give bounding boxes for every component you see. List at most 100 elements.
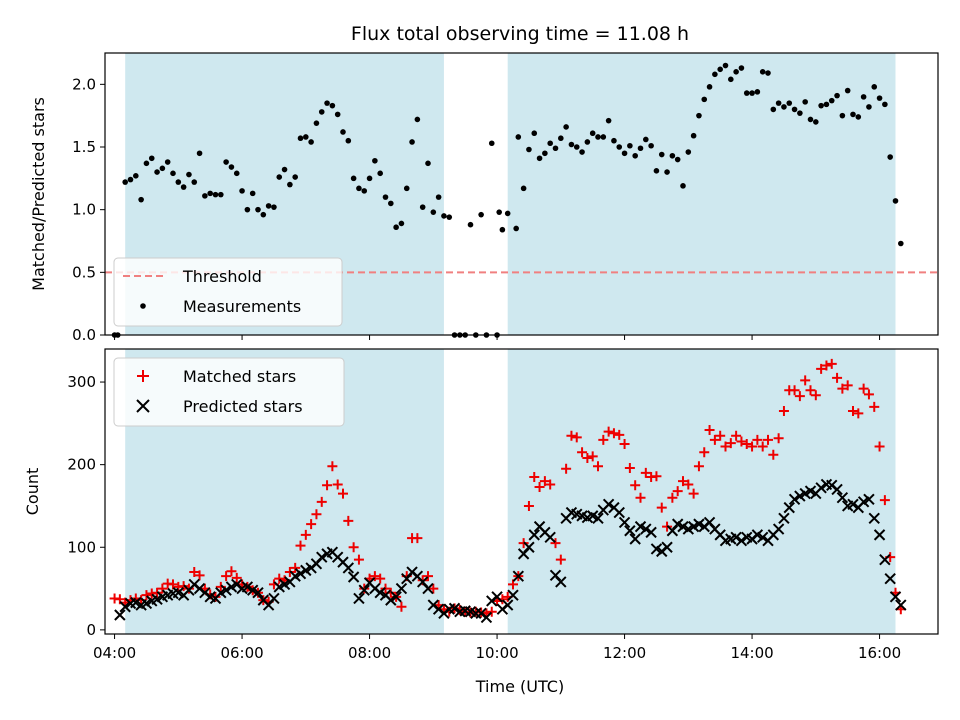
data-point (786, 100, 793, 106)
data-point (356, 185, 362, 192)
data-point (255, 206, 261, 213)
x-tick-label: 08:00 (348, 644, 391, 662)
y-tick-label: 0.5 (72, 263, 96, 281)
data-point (770, 106, 777, 113)
data-point (555, 576, 567, 588)
data-point (613, 506, 625, 519)
data-point (773, 433, 784, 444)
data-point (390, 591, 402, 603)
data-point (316, 496, 327, 507)
data-point (582, 453, 593, 464)
data-point (810, 390, 821, 401)
x-tick-label: 06:00 (220, 644, 263, 662)
data-point (338, 488, 348, 499)
x-tick-label: 14:00 (730, 644, 773, 662)
data-point (350, 175, 357, 182)
data-point (874, 441, 885, 452)
x-axis-label: Time (UTC) (475, 677, 564, 696)
data-point (186, 171, 192, 178)
data-point (409, 139, 415, 145)
data-point (775, 100, 782, 106)
data-point (651, 471, 662, 482)
x-tick-label: 16:00 (858, 644, 901, 662)
data-point (228, 164, 235, 170)
data-point (318, 109, 325, 115)
data-point (757, 441, 768, 452)
data-point (170, 170, 176, 177)
data-point (327, 461, 338, 472)
data-point (643, 136, 649, 143)
y-tick-label: 100 (67, 538, 96, 556)
data-point (879, 495, 890, 506)
data-point (873, 529, 886, 541)
data-point (794, 391, 805, 402)
data-point (435, 194, 442, 200)
data-point (544, 531, 556, 544)
data-point (496, 209, 502, 215)
y-tick-label: 0 (86, 621, 96, 639)
data-point (231, 572, 242, 583)
data-point (539, 476, 550, 487)
data-point (598, 434, 609, 445)
data-point (879, 553, 891, 566)
data-point (699, 447, 710, 458)
data-point (345, 137, 352, 144)
data-point (168, 579, 178, 590)
legend: Matched stars Predicted stars (113, 357, 345, 427)
data-point (223, 159, 229, 165)
data-point (605, 117, 612, 124)
chart-title: Flux total observing time = 11.08 h (351, 23, 689, 45)
data-point (733, 69, 739, 75)
data-point (715, 430, 726, 441)
data-point (292, 174, 298, 180)
data-point (412, 533, 423, 544)
data-point (501, 599, 514, 611)
data-point (528, 529, 540, 541)
data-point (138, 196, 144, 203)
data-point (396, 601, 407, 612)
data-point (347, 571, 360, 583)
top-panel: 0.0 0.5 1.0 1.5 2.0 Matched/Predicted stars Th… (29, 52, 939, 344)
data-point (398, 220, 405, 227)
data-point (313, 120, 320, 126)
data-point (241, 581, 254, 593)
data-point (297, 135, 304, 142)
data-point (512, 570, 525, 582)
data-point (616, 144, 623, 150)
data-point (876, 95, 883, 101)
legend-marker (136, 399, 150, 413)
data-point (892, 198, 899, 204)
data-point (141, 590, 152, 601)
data-point (189, 567, 200, 578)
data-point (220, 584, 232, 596)
data-point (765, 70, 771, 76)
data-point (696, 112, 702, 119)
data-point (635, 492, 646, 503)
data-point (143, 160, 150, 167)
data-point (523, 500, 534, 511)
data-point (725, 438, 736, 449)
data-point (828, 97, 835, 104)
data-point (887, 154, 893, 160)
data-point (119, 601, 131, 613)
data-point (600, 134, 607, 140)
data-point (587, 451, 598, 462)
data-point (579, 149, 585, 155)
data-point (311, 509, 322, 520)
data-point (688, 488, 699, 499)
data-point (618, 516, 631, 529)
y-tick-label: 1.0 (72, 201, 96, 219)
data-point (180, 184, 187, 190)
data-point (159, 165, 166, 172)
data-point (802, 99, 808, 105)
legend: Threshold Measurements (113, 257, 343, 327)
data-point (419, 204, 426, 210)
data-point (290, 562, 301, 573)
data-point (832, 372, 843, 383)
legend-label: Matched stars (183, 367, 296, 386)
data-point (837, 383, 848, 394)
data-point (632, 152, 638, 159)
data-point (608, 428, 619, 439)
series-predicted-stars (114, 478, 907, 624)
data-point (683, 479, 694, 490)
